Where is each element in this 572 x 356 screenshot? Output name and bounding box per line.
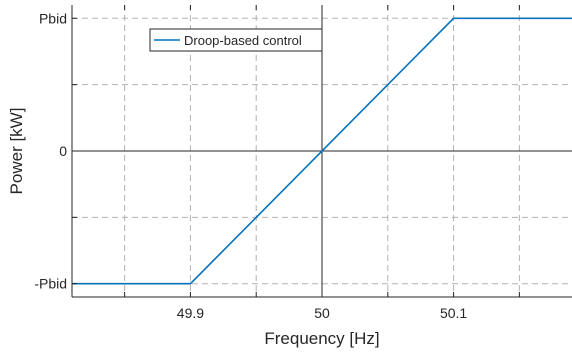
legend: Droop-based control [149, 28, 323, 52]
y-tick-labels: -Pbid 0 Pbid [34, 10, 67, 291]
tick-marks [72, 5, 520, 297]
legend-label: Droop-based control [184, 33, 302, 48]
x-tick-label: 50.1 [440, 305, 467, 321]
y-axis-title: Power [kW] [7, 108, 26, 195]
x-tick-label: 49.9 [177, 305, 204, 321]
y-tick-label: -Pbid [34, 276, 67, 292]
y-tick-label: Pbid [39, 10, 67, 26]
y-tick-label: 0 [59, 143, 67, 159]
x-axis-title: Frequency [Hz] [264, 329, 379, 348]
x-tick-label: 50 [314, 305, 330, 321]
x-tick-labels: 49.9 50 50.1 [177, 305, 468, 321]
series-group [72, 17, 572, 285]
legend-box [149, 28, 323, 52]
series-line-droop [72, 17, 572, 285]
